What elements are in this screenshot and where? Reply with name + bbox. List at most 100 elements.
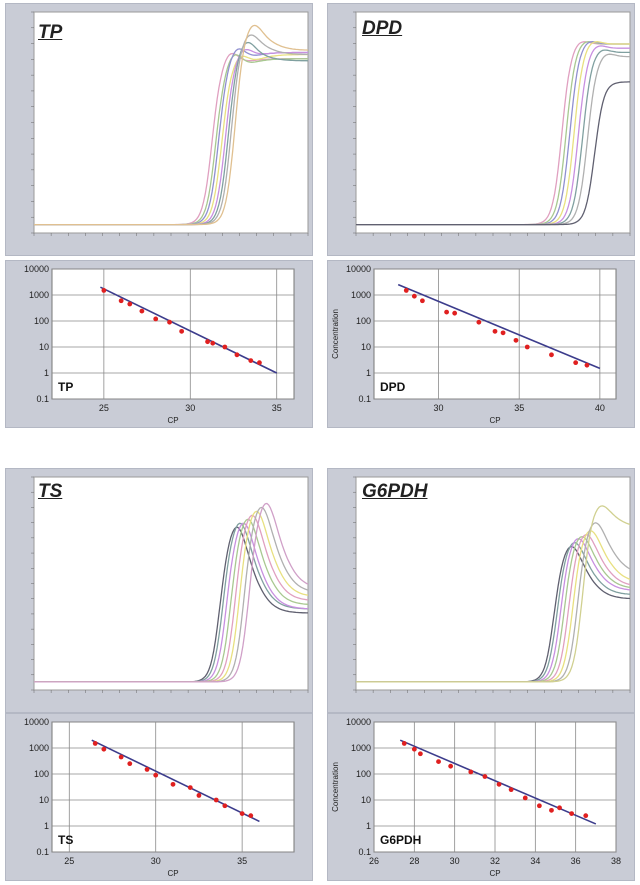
amplification-panel-g6pdh: G6PDH (327, 468, 635, 713)
plot-area (33, 11, 309, 234)
amplification-plot-g6pdh (353, 476, 631, 693)
plot-area (51, 268, 295, 400)
y-tick-label: 10 (39, 342, 49, 352)
y-axis-title: Concentration (331, 762, 340, 812)
x-tick-label: 30 (185, 403, 195, 413)
standard-curve-panel-dpd: 0.1 1 10 100 1000 10000 30 35 40 CP Concentration D… (327, 260, 635, 428)
data-point (500, 330, 506, 336)
y-tick-label: 10000 (346, 717, 371, 727)
x-tick-label: 40 (595, 403, 605, 413)
y-tick-label: 1 (44, 368, 49, 378)
amplification-curve (356, 81, 630, 226)
data-point (139, 308, 145, 314)
standard-curve-plot-g6pdh: 0.1 1 10 100 1000 10000 26 28 30 32 34 36 38 CP Concen… (331, 717, 621, 878)
inset-label: TP (58, 380, 73, 394)
gene-label-dpd: DPD (362, 18, 403, 39)
inset-label: TS (58, 833, 73, 847)
y-tick-label: 1 (44, 821, 49, 831)
y-tick-label: 0.1 (358, 394, 371, 404)
x-tick-label: 25 (64, 856, 74, 866)
standard-curve-plot-ts: 0.1 1 10 100 1000 10000 25 30 35 CP TS (24, 717, 295, 878)
data-point (213, 797, 219, 803)
regression-line (91, 739, 260, 823)
data-point (513, 337, 519, 343)
y-tick-label: 10000 (346, 264, 371, 274)
x-tick-label: 35 (237, 856, 247, 866)
x-tick-label: 26 (369, 856, 379, 866)
y-tick-label: 0.1 (36, 394, 49, 404)
data-point (420, 298, 425, 304)
amplification-panel-tp: TP (5, 3, 313, 256)
amplification-curve (34, 502, 309, 683)
data-point (167, 319, 172, 325)
standard-curve-panel-g6pdh: 0.1 1 10 100 1000 10000 26 28 30 32 34 36 38 CP Concen… (327, 713, 635, 881)
x-tick-label: 35 (514, 403, 524, 413)
data-point (452, 310, 458, 316)
y-tick-label: 10000 (24, 717, 49, 727)
data-point (436, 759, 441, 764)
data-point (584, 362, 590, 368)
data-point (248, 813, 254, 819)
x-axis-title: CP (167, 869, 178, 878)
inset-label: DPD (380, 380, 406, 394)
data-point (179, 328, 185, 334)
data-point (153, 772, 159, 778)
data-point (496, 781, 502, 787)
y-tick-label: 1000 (351, 290, 371, 300)
data-point (118, 298, 124, 304)
data-point (417, 751, 423, 757)
amplification-plot-dpd (353, 11, 631, 236)
y-tick-label: 100 (356, 769, 371, 779)
y-tick-label: 100 (34, 769, 49, 779)
standard-curve-panel-ts: 0.1 1 10 100 1000 10000 25 30 35 CP TS (5, 713, 313, 881)
x-tick-label: 28 (409, 856, 419, 866)
y-axis-title: Concentration (331, 309, 340, 359)
x-tick-label: 30 (151, 856, 161, 866)
data-point (153, 316, 159, 322)
data-point (468, 769, 474, 775)
amplification-curve (356, 505, 631, 683)
data-point (257, 360, 262, 366)
data-point (508, 787, 514, 793)
gene-label-g6pdh: G6PDH (362, 481, 428, 502)
x-tick-label: 32 (490, 856, 500, 866)
gene-label-tp: TP (38, 22, 63, 43)
data-point (476, 319, 482, 325)
data-point (234, 352, 240, 358)
plot-area (373, 268, 617, 400)
data-point (536, 803, 542, 809)
plot-area (51, 721, 295, 853)
data-point (144, 767, 150, 772)
data-point (411, 746, 417, 752)
plot-area (33, 476, 309, 691)
data-point (210, 340, 216, 346)
data-point (524, 344, 530, 350)
y-tick-label: 0.1 (36, 847, 49, 857)
x-tick-label: 25 (99, 403, 109, 413)
data-point (522, 795, 528, 801)
data-point (196, 793, 202, 798)
y-tick-label: 10 (39, 795, 49, 805)
data-point (101, 746, 107, 752)
data-point (448, 763, 454, 769)
x-tick-label: 36 (571, 856, 581, 866)
data-point (118, 754, 124, 760)
regression-line (397, 283, 601, 370)
data-point (549, 352, 554, 358)
data-point (127, 301, 133, 307)
gene-label-ts: TS (38, 481, 63, 502)
data-point (401, 741, 407, 746)
x-tick-label: 38 (611, 856, 621, 866)
y-tick-label: 10 (361, 342, 371, 352)
data-point (187, 785, 193, 790)
x-axis-title: CP (167, 416, 178, 425)
data-point (222, 344, 228, 350)
data-point (482, 774, 488, 779)
x-axis-title: CP (489, 416, 500, 425)
amplification-curve (34, 24, 309, 226)
data-point (411, 293, 417, 299)
y-tick-label: 0.1 (358, 847, 371, 857)
x-tick-label: 30 (450, 856, 460, 866)
data-point (239, 811, 245, 816)
y-tick-label: 1000 (351, 743, 371, 753)
